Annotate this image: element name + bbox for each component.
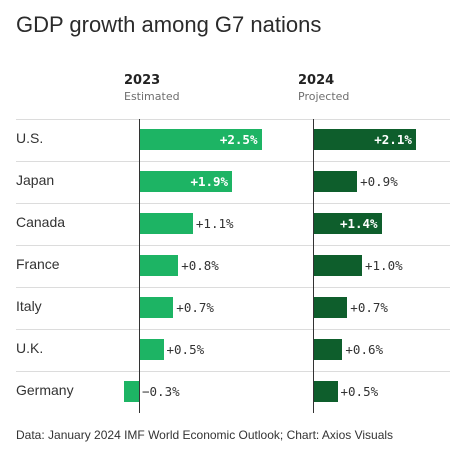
value-label-2024: +0.6% [345,341,384,357]
row-divider [16,287,450,288]
bar-2023-uk [139,338,164,360]
column-year-2023: 2023 [124,73,161,88]
country-label: Canada [16,214,66,230]
bar-2024-italy [313,296,348,318]
country-label: U.K. [16,340,44,356]
value-label-2023: +0.5% [166,341,205,357]
value-label-2023: +0.7% [176,299,214,315]
row-divider [16,203,450,204]
value-label-2023: +0.8% [181,257,219,273]
zero-axis-2023 [139,119,140,413]
chart-title: GDP growth among G7 nations [16,12,322,37]
country-label: Italy [16,298,42,314]
row-divider [16,245,450,246]
row-divider [16,161,450,162]
value-label-2024: +0.7% [350,299,388,315]
bar-2023-france [139,254,179,276]
country-label: Japan [16,172,55,188]
country-label: Germany [16,382,74,398]
bar-2023-japan [139,170,233,192]
bar-2023-italy [139,296,174,318]
column-header-2024: 2024 Projected [298,73,349,103]
header-divider [16,119,450,120]
bar-2024-canada [313,212,382,234]
bar-2023-canada [139,212,193,234]
source-note: Data: January 2024 IMF World Economic Ou… [16,428,394,442]
column-year-2024: 2024 [298,73,335,88]
bar-2024-germany [313,380,338,402]
value-label-2023: +1.9% [190,173,229,189]
value-label-2024: +2.1% [374,131,412,147]
column-subtitle-2023: Estimated [124,90,180,103]
column-subtitle-2024: Projected [298,90,350,103]
zero-axis-2024 [313,119,314,413]
bar-2023-us [139,128,262,150]
row-divider [16,371,450,372]
value-label-2023: +1.1% [195,215,234,231]
value-label-2023: +2.5% [219,131,258,147]
country-label: France [16,256,60,272]
bar-2024-uk [313,338,343,360]
bar-2023-germany [124,380,139,402]
row-divider [16,329,450,330]
bar-2024-japan [313,170,358,192]
value-label-2024: +0.5% [340,383,379,399]
country-label: U.S. [16,130,44,146]
value-label-2024: +1.0% [365,257,403,273]
value-label-2024: +0.9% [360,173,398,189]
value-label-2024: +1.4% [339,215,378,231]
bar-2024-us [313,128,416,150]
value-label-2023: −0.3% [142,383,180,399]
bar-2024-france [313,254,362,276]
column-header-2023: 2023 Estimated [124,73,180,103]
